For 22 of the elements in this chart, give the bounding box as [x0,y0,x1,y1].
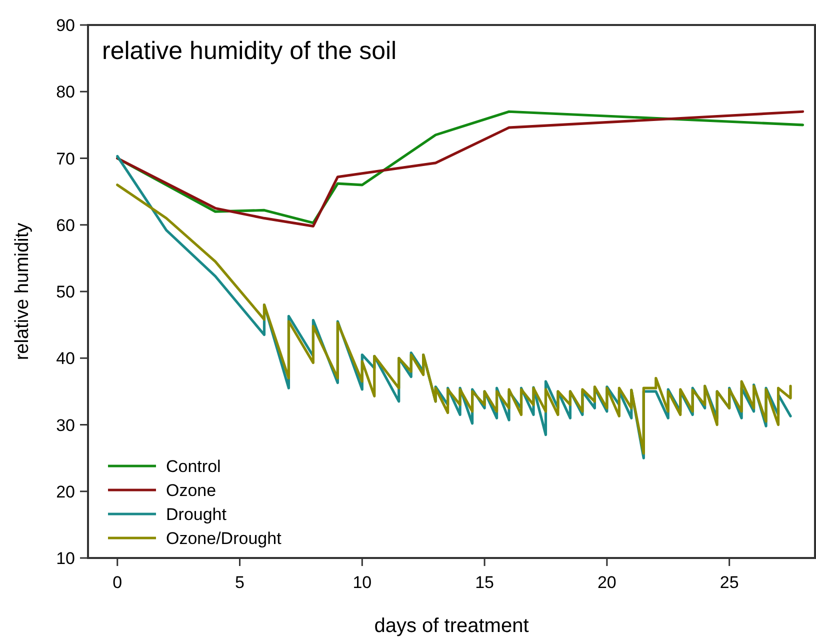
x-tick-label: 15 [475,573,494,592]
y-tick-label: 70 [56,149,75,168]
y-tick-label: 90 [56,16,75,35]
y-tick-label: 20 [56,482,75,502]
legend-label: Ozone [166,481,216,500]
legend-label: Ozone/Drought [166,529,282,548]
x-tick-label: 0 [112,573,122,592]
x-axis-title: days of treatment [374,615,530,637]
y-tick-label: 10 [56,549,75,568]
x-tick-label: 5 [235,573,244,592]
x-tick-label: 25 [720,573,739,592]
x-tick-label: 10 [352,573,372,592]
y-tick-label: 60 [56,216,75,235]
y-tick-label: 80 [56,82,75,102]
legend-label: Drought [166,505,227,524]
y-tick-label: 50 [56,282,75,302]
y-axis-title: relative humidity [12,222,33,360]
y-tick-label: 30 [56,416,75,435]
legend-label: Control [166,457,221,476]
y-tick-label: 40 [56,349,75,368]
x-tick-label: 20 [597,573,616,592]
text: relative humidity of the soil [102,37,397,65]
